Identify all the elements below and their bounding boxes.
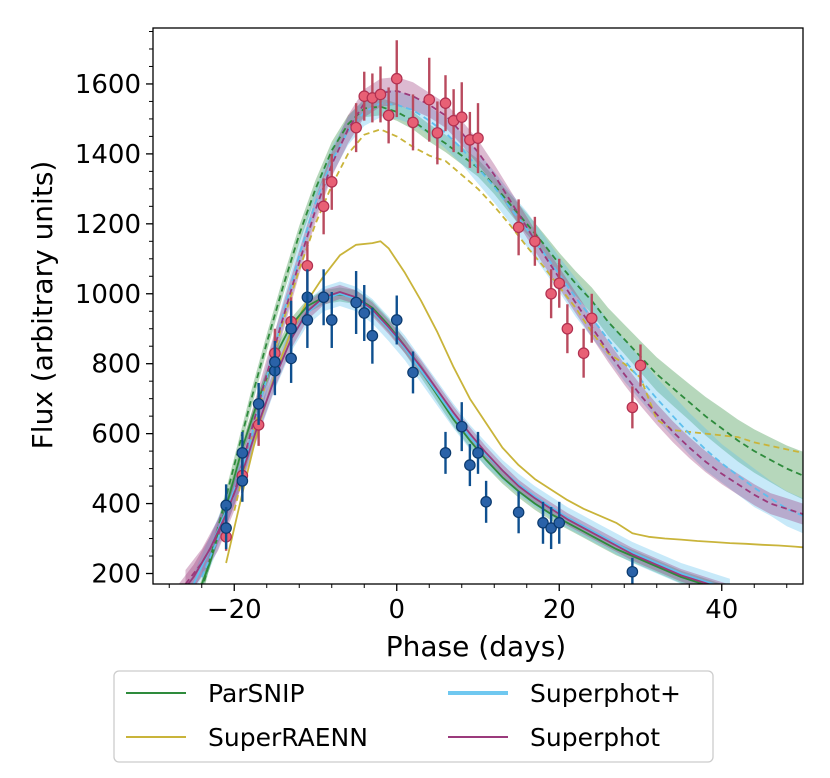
data-point-blue-27 xyxy=(626,565,639,578)
data-point-red-24 xyxy=(545,287,557,300)
data-point-red-17 xyxy=(439,97,452,109)
data-point-red-30 xyxy=(634,359,647,372)
legend: ParSNIP Superphot+ SuperRAENN Superphot xyxy=(113,670,714,763)
curve-superphot-red-band-dashed xyxy=(200,102,803,578)
data-point-blue-2 xyxy=(236,447,249,459)
data-point-blue-16 xyxy=(390,314,403,326)
data-point-blue-24 xyxy=(537,517,549,529)
y-tick-label: 200 xyxy=(91,560,141,590)
curve-superraenn-blue-band xyxy=(225,240,803,564)
model-curves xyxy=(184,90,803,584)
data-point-blue-18 xyxy=(439,447,452,459)
data-point-red-28 xyxy=(585,312,598,325)
y-tick-label: 1000 xyxy=(75,280,141,310)
data-point-blue-4 xyxy=(252,398,265,410)
data-point-blue-17 xyxy=(407,366,419,379)
legend-label-parsnip: ParSNIP xyxy=(208,679,305,708)
data-point-red-8 xyxy=(350,121,362,134)
data-point-red-26 xyxy=(561,322,574,335)
data-point-red-29 xyxy=(626,401,639,414)
legend-label-superphot-plus: Superphot+ xyxy=(530,679,681,708)
observations xyxy=(220,40,647,584)
data-point-blue-11 xyxy=(317,291,330,304)
data-point-red-21 xyxy=(472,132,484,144)
data-point-blue-12 xyxy=(325,314,338,326)
y-axis-title: Flux (arbitrary units) xyxy=(26,161,59,450)
data-point-blue-25 xyxy=(545,522,557,534)
data-point-blue-14 xyxy=(358,307,371,319)
axes: −20 0 20 40 200 400 600 800 1000 1200 1400 1600 xyxy=(75,30,788,625)
x-tick-label: 20 xyxy=(543,595,576,625)
band-superphot-red-band-dashed xyxy=(201,89,803,584)
data-point-red-13 xyxy=(390,72,403,85)
y-tick-label: 400 xyxy=(91,490,141,520)
x-tick-label: −20 xyxy=(207,595,262,625)
data-point-red-7 xyxy=(325,176,338,188)
data-point-blue-8 xyxy=(285,352,297,365)
data-point-red-25 xyxy=(553,277,566,290)
legend-label-superraenn: SuperRAENN xyxy=(208,723,368,752)
data-point-red-22 xyxy=(512,221,525,234)
data-point-blue-21 xyxy=(472,447,484,459)
y-tick-label: 1200 xyxy=(75,210,141,240)
legend-label-superphot: Superphot xyxy=(530,723,660,752)
data-point-blue-6 xyxy=(269,356,281,368)
data-point-blue-13 xyxy=(350,296,362,309)
data-point-blue-19 xyxy=(455,420,468,433)
y-tick-label: 600 xyxy=(91,420,141,450)
data-point-red-23 xyxy=(529,235,541,248)
legend-frame xyxy=(113,670,714,763)
curve-superphot-red-band-dashed xyxy=(184,90,803,584)
uncertainty-bands xyxy=(178,77,803,584)
data-point-blue-3 xyxy=(236,475,249,487)
data-point-red-11 xyxy=(374,88,387,101)
data-point-red-15 xyxy=(423,93,436,106)
x-tick-label: 0 xyxy=(388,595,405,625)
data-point-red-12 xyxy=(382,109,395,122)
data-point-blue-15 xyxy=(366,329,379,342)
data-point-blue-23 xyxy=(512,506,525,519)
data-point-red-27 xyxy=(577,347,590,360)
data-point-blue-20 xyxy=(464,459,476,471)
data-point-red-19 xyxy=(455,111,468,123)
band-superphot-blue-band xyxy=(186,281,730,584)
plot-frame xyxy=(152,27,804,585)
data-point-blue-26 xyxy=(553,517,566,529)
data-point-blue-7 xyxy=(285,322,297,335)
band-superphot-red-band-dashed xyxy=(185,77,803,584)
data-point-red-6 xyxy=(317,200,330,213)
data-point-blue-1 xyxy=(220,522,232,534)
y-tick-label: 1400 xyxy=(75,140,141,170)
data-point-red-14 xyxy=(407,116,419,129)
data-point-blue-10 xyxy=(301,314,314,326)
x-axis-title: Phase (days) xyxy=(386,630,566,663)
data-point-blue-22 xyxy=(480,496,492,508)
curve-parsnip-red-band-dashed xyxy=(202,105,803,584)
curve-superphot-blue-band xyxy=(187,291,712,584)
y-tick-label: 800 xyxy=(91,350,141,380)
x-tick-label: 40 xyxy=(705,595,738,625)
y-tick-label: 1600 xyxy=(75,70,141,100)
data-point-red-16 xyxy=(431,127,444,139)
